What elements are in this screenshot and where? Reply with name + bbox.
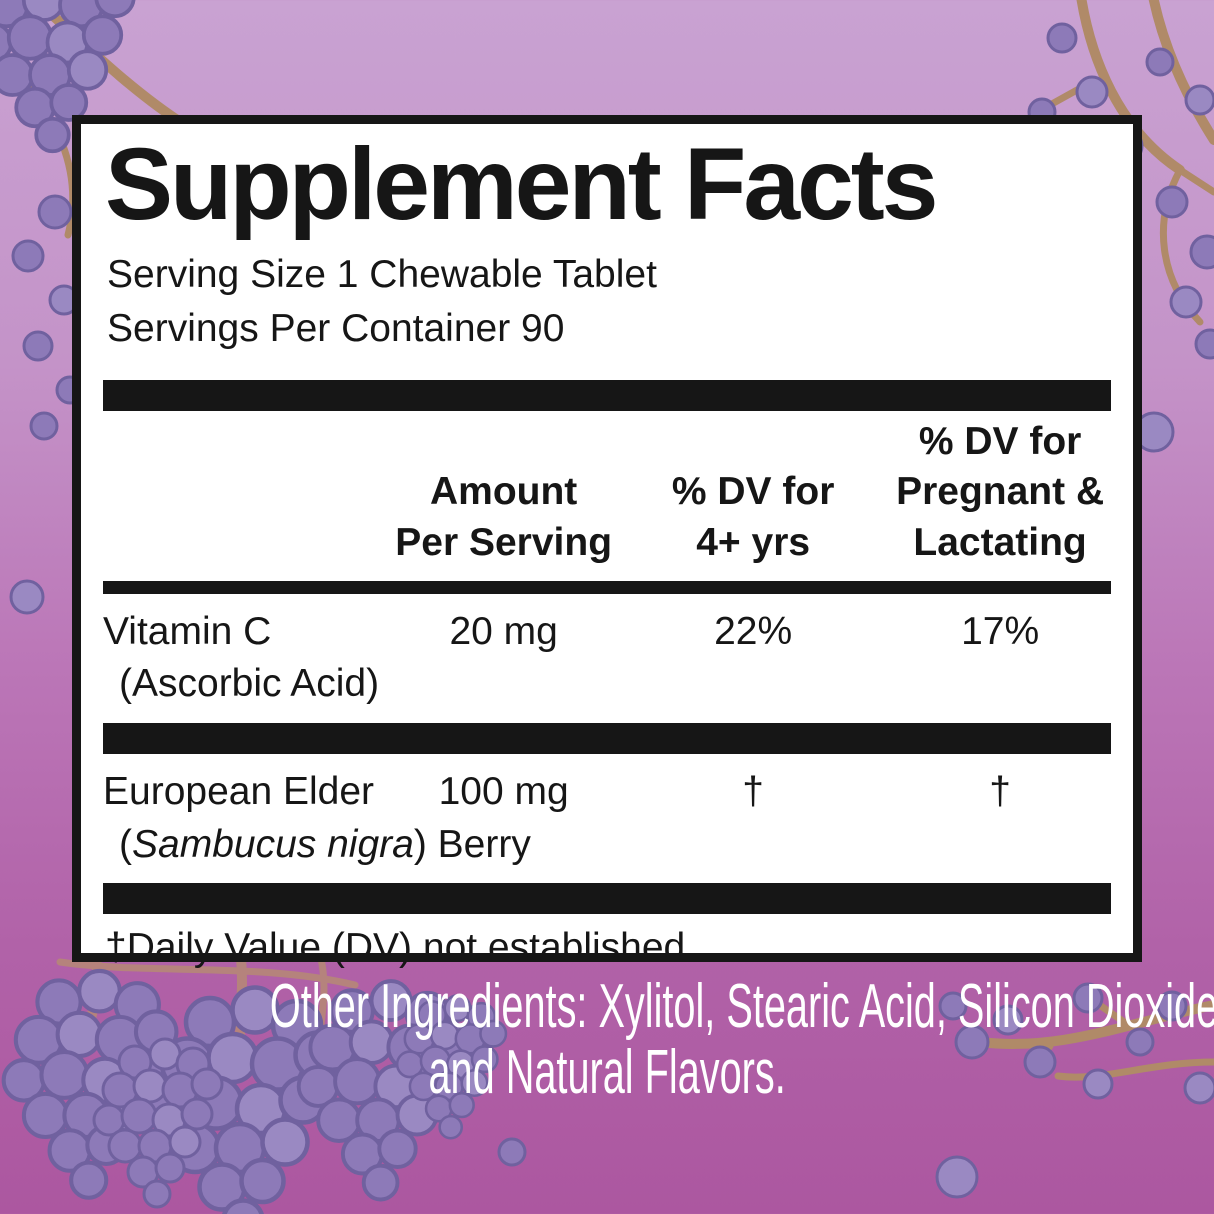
nutrient-dv-pregnant: †	[989, 770, 1011, 814]
nutrient-name: Vitamin C (Ascorbic Acid)	[103, 609, 380, 706]
elderberry-single-berries	[9, 411, 1175, 1199]
table-row-european-elder: European Elder (Sambucus nigra) Berry 10…	[103, 754, 1111, 883]
other-ingredients-line1: Other Ingredients: Xylitol, Stearic Acid…	[269, 972, 1214, 1041]
servings-per-container: Servings Per Container 90	[107, 306, 565, 350]
nutrient-amount: 20 mg	[449, 609, 558, 653]
divider-bar-thick	[103, 883, 1111, 915]
header-dv-pregnant-lactating: % DV for Pregnant & Lactating	[896, 419, 1105, 565]
header-amount-per-serving: Amount Per Serving	[395, 470, 613, 565]
elderberry-branch-bottom-right	[938, 982, 1214, 1105]
column-header-row: Amount Per Serving % DV for 4+ yrs % DV …	[103, 411, 1111, 581]
divider-bar-thin	[103, 580, 1111, 594]
supplement-facts-panel: Supplement Facts Serving Size 1 Chewable…	[72, 115, 1142, 969]
elderberry-cluster-bottom-left	[4, 945, 508, 1214]
panel-title: Supplement Facts	[105, 127, 939, 241]
serving-size: Serving Size 1 Chewable Tablet	[107, 253, 657, 297]
table-row-vitamin-c: Vitamin C (Ascorbic Acid) 20 mg 22% 17%	[103, 594, 1111, 723]
header-dv-4plus: % DV for 4+ yrs	[671, 470, 835, 565]
elderberry-branch-top-right	[1027, 0, 1214, 360]
divider-bar-thick	[103, 723, 1111, 755]
nutrient-amount: 100 mg	[438, 770, 569, 814]
other-ingredients: Other Ingredients: Xylitol, Stearic Acid…	[0, 974, 1214, 1106]
daily-value-footnote: †Daily Value (DV) not established.	[105, 926, 697, 970]
other-ingredients-line2: and Natural Flavors.	[428, 1038, 786, 1107]
divider-bar-thick	[103, 379, 1111, 411]
nutrient-dv-4plus: 22%	[714, 609, 793, 653]
botanical-name: Sambucus nigra	[132, 822, 414, 866]
elderberry-cluster-top-left	[0, 0, 190, 441]
nutrient-name: European Elder (Sambucus nigra) Berry	[103, 770, 531, 866]
nutrient-dv-4plus: †	[742, 770, 764, 814]
nutrient-dv-pregnant: 17%	[961, 609, 1040, 653]
